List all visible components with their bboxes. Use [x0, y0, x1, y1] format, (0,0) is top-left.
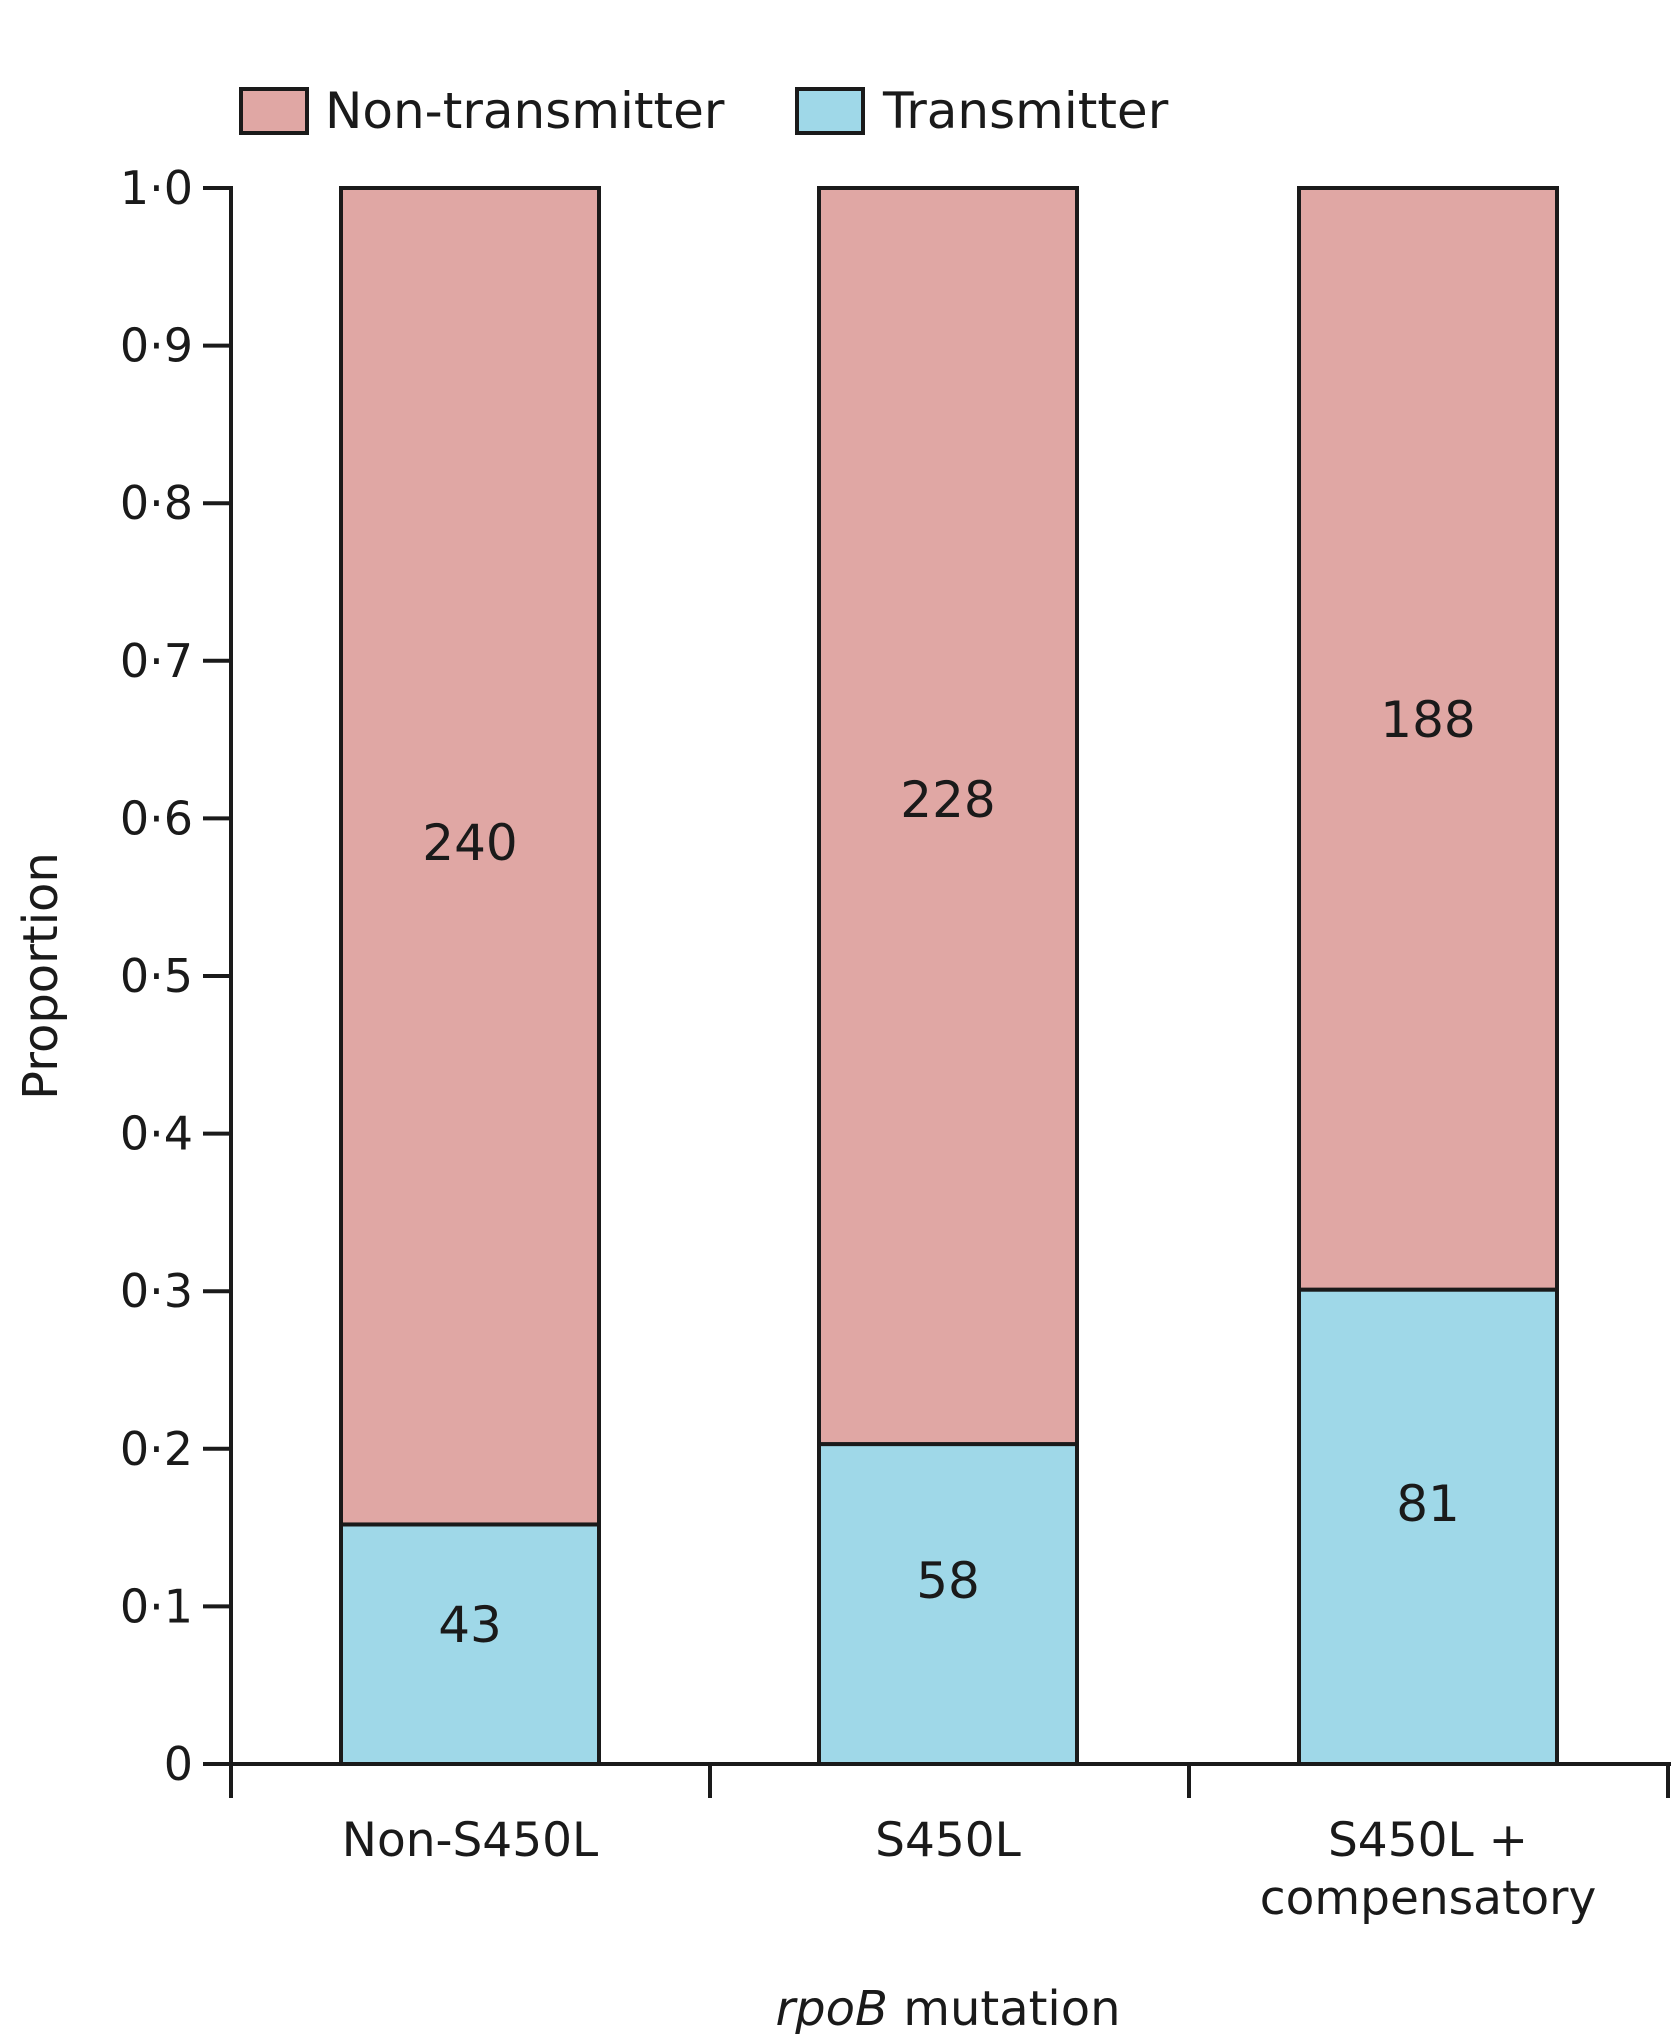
- data-label-non-transmitter-3: 188: [1380, 691, 1475, 749]
- legend-swatch-non-transmitter: [239, 87, 309, 135]
- legend-label-transmitter: Transmitter: [882, 82, 1169, 140]
- x-category-label-line: S450L +: [1328, 1813, 1528, 1868]
- y-tick-label: 0·5: [120, 949, 193, 1003]
- y-tick-label: 0·1: [120, 1579, 193, 1633]
- bar-segment-transmitter-1: [339, 1522, 601, 1766]
- y-axis-title: Proportion: [13, 852, 69, 1100]
- x-axis-title-italic: rpoB: [775, 1981, 888, 2034]
- data-label-non-transmitter-1: 240: [422, 814, 517, 872]
- x-category-label-line: compensatory: [1260, 1871, 1597, 1926]
- legend-label-non-transmitter: Non-transmitter: [325, 82, 725, 140]
- bar-segment-non-transmitter-3: [1297, 186, 1559, 1292]
- bar-segment-non-transmitter-1: [339, 186, 601, 1527]
- bar-segment-transmitter-3: [1297, 1287, 1559, 1767]
- y-tick-label: 0·2: [120, 1422, 193, 1476]
- y-tick-label: 0·6: [120, 791, 193, 845]
- y-tick-label: 0·9: [120, 319, 193, 373]
- x-category-label-line: S450L: [875, 1813, 1021, 1868]
- x-category-label: Non-S450L: [342, 1813, 598, 1868]
- x-axis-title: rpoB mutation: [775, 1981, 1120, 2034]
- y-tick-label: 0·7: [120, 634, 193, 688]
- x-category-label: S450L + compensatory: [1260, 1813, 1597, 1926]
- legend-swatch-transmitter: [795, 87, 865, 135]
- x-axis-title-rest: mutation: [888, 1981, 1121, 2034]
- x-category-label: S450L: [875, 1813, 1021, 1868]
- x-category-label-line: Non-S450L: [342, 1813, 598, 1868]
- data-label-transmitter-3: 81: [1396, 1475, 1460, 1533]
- y-tick-label: 0·8: [120, 476, 193, 530]
- y-tick-label: 0: [164, 1737, 193, 1791]
- y-tick-label: 0·4: [120, 1107, 193, 1161]
- data-label-transmitter-2: 58: [916, 1552, 980, 1610]
- data-label-non-transmitter-2: 228: [900, 771, 995, 829]
- y-tick-label: 0·3: [120, 1264, 193, 1318]
- bar-segment-non-transmitter-2: [817, 186, 1079, 1447]
- y-tick-label: 1·0: [120, 161, 193, 215]
- data-label-transmitter-1: 43: [438, 1596, 502, 1654]
